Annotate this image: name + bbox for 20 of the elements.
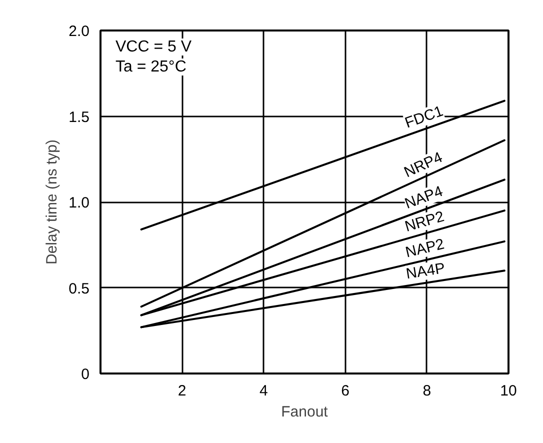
x-tick-label: 2: [178, 382, 186, 400]
x-tick-label: 6: [341, 382, 350, 400]
text: NAP4: [402, 182, 446, 212]
annotation: Ta = 25°C: [116, 58, 186, 76]
text: NRP2: [402, 208, 446, 236]
text: NA4P: [404, 260, 446, 283]
y-tick-label: 0: [81, 366, 90, 383]
annotation: VCC = 5 V: [116, 38, 192, 56]
y-tick-label: 1.5: [68, 108, 90, 126]
text: FDC1: [402, 102, 446, 132]
y-tick-label: 0.5: [68, 280, 90, 298]
x-tick-label: 4: [260, 382, 268, 400]
x-tick-label: 10: [500, 382, 517, 400]
x-tick-label: 8: [422, 382, 432, 400]
text: NAP2: [404, 236, 446, 262]
y-tick-label: 1.0: [68, 194, 90, 212]
y-axis-title: Delay time (ns typ): [44, 139, 61, 265]
text: NRP4: [402, 148, 446, 182]
x-axis-title: Fanout: [281, 404, 329, 420]
y-tick-label: 2.0: [68, 23, 90, 40]
